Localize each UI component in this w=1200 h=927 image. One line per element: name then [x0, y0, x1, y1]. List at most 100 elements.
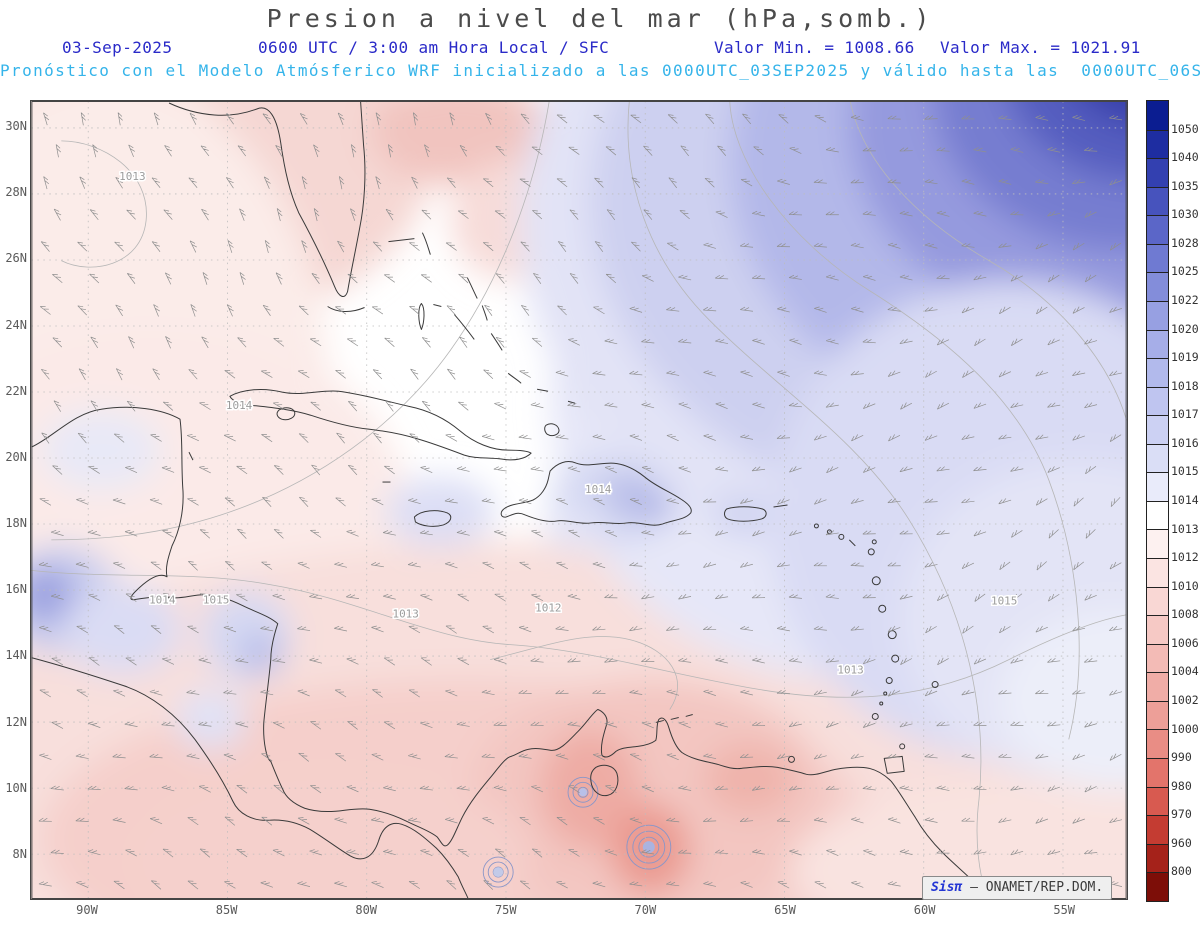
contour-labels: 1013 1014 1014 1015 1013 1012 1014 1013 1015 [118, 168, 1019, 678]
colorbar-level-label: 1022 [1171, 293, 1199, 307]
model-info-line: Pronóstico con el Modelo Atmósferico WRF… [0, 61, 1200, 80]
lon-tick-label: 90W [76, 903, 98, 917]
colorbar-segment [1147, 586, 1168, 616]
value-max-label: Valor Max. = 1021.91 [940, 38, 1141, 57]
colorbar-level-label: 1002 [1171, 693, 1199, 707]
colorbar-segment [1147, 843, 1168, 873]
lat-tick-label: 14N [5, 648, 27, 663]
colorbar-segment [1147, 415, 1168, 444]
coastlines [31, 101, 992, 899]
colorbar-level-label: 1000 [1171, 721, 1199, 736]
colorbar-segment [1147, 358, 1168, 387]
value-min-label: Valor Min. = 1008.66 [714, 38, 915, 57]
colorbar-level-label: 1008 [1171, 607, 1199, 622]
colorbar-level-label: 1035 [1171, 178, 1199, 193]
colorbar-level-label: 1030 [1171, 207, 1199, 222]
colorbar-level-label: 960 [1171, 835, 1192, 850]
contour-label: 1015 [991, 595, 1017, 608]
lat-tick-label: 20N [5, 449, 27, 464]
coast-lesser-antilles [655, 504, 939, 774]
map-svg: 1013 1014 1014 1015 1013 1012 1014 1013 1015 [31, 101, 1127, 899]
contour-label: 1014 [585, 483, 612, 496]
lat-tick-label: 24N [5, 317, 27, 332]
colorbar-level-label: 1004 [1171, 664, 1199, 679]
colorbar-segment [1147, 243, 1168, 273]
colorbar-level-label: 980 [1171, 778, 1192, 793]
forecast-run-info: 0600 UTC / 3:00 am Hora Local / SFC [258, 38, 610, 57]
colorbar-segment [1147, 386, 1168, 416]
lon-tick-label: 80W [355, 903, 378, 917]
contour-label: 1014 [226, 399, 253, 412]
colorbar [1146, 100, 1169, 902]
grid-lines [31, 101, 1127, 899]
colorbar-level-label: 1013 [1171, 521, 1199, 536]
lat-tick-label: 8N [12, 847, 27, 861]
colorbar-segment [1147, 757, 1168, 787]
coast-isle-of-youth [276, 407, 296, 421]
pressure-shading [31, 101, 1127, 899]
colorbar-segment [1147, 558, 1168, 587]
colorbar-level-label: 1014 [1171, 493, 1199, 507]
colorbar-level-label: 990 [1171, 750, 1192, 765]
colorbar-segment [1147, 615, 1168, 644]
lat-tick-label: 18N [5, 516, 27, 531]
colorbar-level-label: 1010 [1171, 578, 1199, 593]
colorbar-segment [1147, 101, 1168, 130]
wind-barbs [38, 112, 1123, 890]
coast-florida-keys [327, 306, 365, 312]
colorbar-level-label: 1016 [1171, 435, 1199, 450]
lon-tick-label: 65W [774, 903, 796, 917]
colorbar-segment [1147, 443, 1168, 473]
colorbar-segment [1147, 529, 1168, 558]
colorbar-level-label: 1015 [1171, 464, 1199, 479]
colorbar-segment [1147, 158, 1168, 187]
colorbar-segment [1147, 729, 1168, 758]
credit-text: – ONAMET/REP.DOM. [962, 880, 1104, 895]
coast-jamaica [413, 510, 452, 527]
coast-cozumel [188, 451, 194, 461]
contour-label: 1013 [392, 608, 418, 621]
colorbar-segment [1147, 872, 1168, 901]
lat-tick-label: 12N [5, 714, 27, 729]
colorbar-segment [1147, 472, 1168, 501]
chart-title: Presion a nivel del mar (hPa,somb.) [266, 4, 934, 33]
colorbar-segment [1147, 186, 1168, 216]
lon-tick-label: 75W [494, 903, 517, 917]
contour-label: 1013 [837, 664, 863, 677]
colorbar-segment [1147, 815, 1168, 844]
lat-tick-label: 30N [5, 119, 27, 133]
lon-tick-label: 60W [913, 903, 936, 917]
map-frame [31, 101, 1127, 899]
colorbar-level-label: 1028 [1171, 235, 1199, 250]
colorbar-level-label: 1050 [1171, 121, 1199, 136]
sis-logo: Sisπ [931, 880, 963, 895]
lon-tick-label: 70W [634, 903, 657, 917]
coast-bahamas [388, 232, 576, 437]
colorbar-segment [1147, 129, 1168, 159]
lon-tick-label: 55W [1053, 903, 1076, 917]
colorbar-segment [1147, 272, 1168, 301]
colorbar-level-label: 1019 [1171, 350, 1199, 365]
colorbar-level-label: 1006 [1171, 635, 1199, 650]
forecast-date: 03-Sep-2025 [62, 38, 173, 57]
colorbar-level-label: 1012 [1171, 550, 1199, 565]
coast-puerto-rico [724, 506, 767, 522]
colorbar-segment [1147, 700, 1168, 730]
lake-maracaibo [590, 764, 619, 797]
colorbar-level-label: 800 [1171, 864, 1192, 879]
map-area: 1013 1014 1014 1015 1013 1012 1014 1013 1015 [30, 100, 1128, 900]
colorbar-segment [1147, 672, 1168, 701]
isobar-lines [31, 101, 1127, 899]
lat-tick-label: 22N [5, 383, 27, 398]
lat-tick-label: 26N [5, 251, 27, 266]
colorbar-level-label: 1017 [1171, 407, 1199, 422]
contour-label: 1015 [203, 594, 229, 607]
colorbar-level-label: 970 [1171, 807, 1192, 822]
colorbar-segment [1147, 500, 1168, 530]
lon-tick-label: 85W [215, 903, 238, 917]
colorbar-segment [1147, 329, 1168, 359]
coast-mainland-caribbean [31, 406, 992, 899]
contour-label: 1012 [535, 602, 561, 615]
lat-tick-label: 28N [5, 185, 27, 200]
colorbar-segment [1147, 786, 1168, 816]
